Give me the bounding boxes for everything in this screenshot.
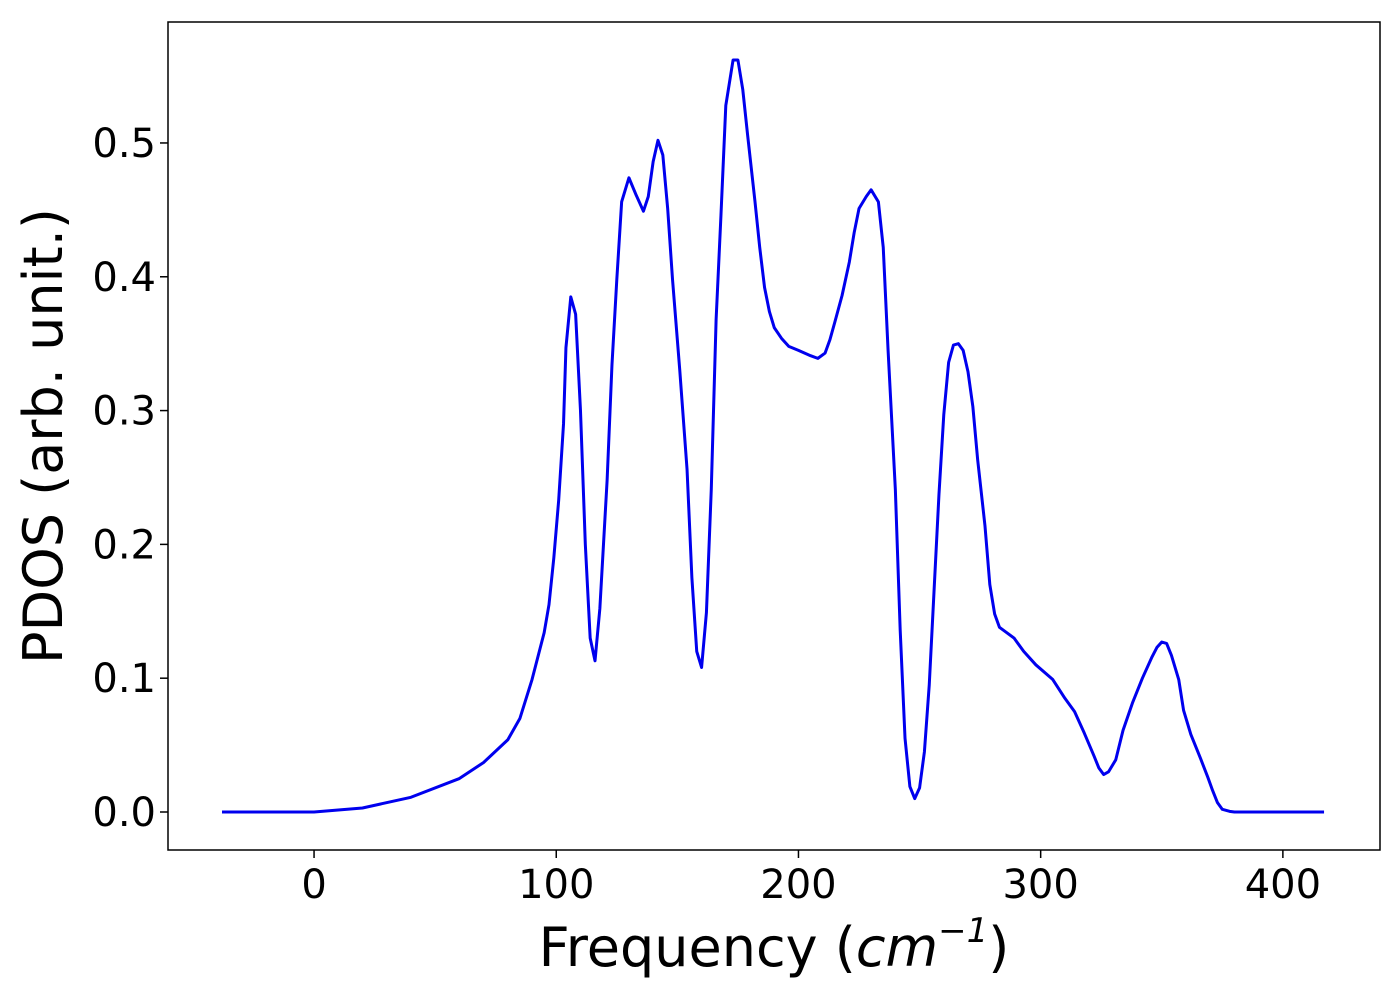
y-axis-label: PDOS (arb. unit.) bbox=[12, 208, 75, 664]
plot-frame bbox=[167, 21, 1381, 851]
x-label-text: Frequency ( bbox=[539, 916, 856, 979]
x-tick-label: 0 bbox=[301, 862, 326, 908]
x-label-close: ) bbox=[988, 916, 1009, 979]
y-tick-label: 0.1 bbox=[92, 656, 156, 702]
x-tick-label: 400 bbox=[1245, 862, 1321, 908]
y-tick-label: 0.0 bbox=[92, 790, 156, 836]
y-tick-label: 0.2 bbox=[92, 522, 156, 568]
x-label-unit: cm bbox=[856, 916, 938, 979]
y-tick-label: 0.3 bbox=[92, 389, 156, 435]
x-tick-label: 100 bbox=[518, 862, 594, 908]
x-tick-label: 200 bbox=[760, 862, 836, 908]
y-tick-label: 0.4 bbox=[92, 255, 156, 301]
x-label-exponent: −1 bbox=[938, 911, 988, 951]
x-axis-label: Frequency (cm−1) bbox=[539, 911, 1010, 979]
x-tick-label: 300 bbox=[1002, 862, 1078, 908]
pdos-line bbox=[222, 58, 1325, 814]
y-tick-label: 0.5 bbox=[92, 121, 156, 167]
